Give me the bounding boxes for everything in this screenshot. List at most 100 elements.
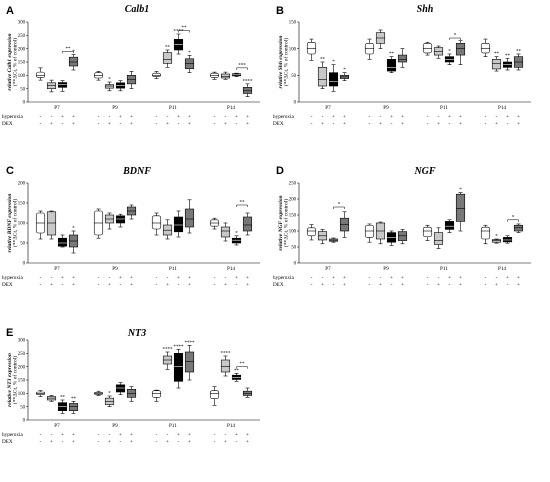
- box-iqr: [422, 43, 433, 54]
- bracket-line: [449, 37, 461, 40]
- condition-sign: +: [108, 439, 111, 445]
- condition-sign: -: [427, 121, 429, 127]
- x-tick-label: P14: [227, 423, 235, 429]
- condition-sign: -: [156, 282, 158, 288]
- box-p11-2: ****: [163, 348, 173, 370]
- condition-sign: +: [224, 121, 227, 127]
- panel-b: B Shh 0 50 100 150 relative Shh expression(**Δ…: [273, 4, 531, 127]
- condition-sign: +: [108, 282, 111, 288]
- condition-sign: -: [311, 282, 313, 288]
- condition-sign: -: [120, 439, 122, 445]
- comparison-bracket: **: [178, 26, 190, 33]
- significance-label: ****: [174, 345, 185, 350]
- y-tick-label: 100: [289, 47, 297, 52]
- condition-sign: -: [98, 121, 100, 127]
- condition-sign: +: [379, 121, 382, 127]
- box-p9-3: [115, 80, 126, 92]
- condition-sign: +: [506, 114, 509, 120]
- condition-sign: +: [130, 121, 133, 127]
- condition-sign: -: [120, 282, 122, 288]
- condition-row-label: hyperoxia: [273, 275, 294, 281]
- condition-sign: -: [427, 275, 429, 281]
- comparison-bracket: *: [507, 215, 519, 222]
- y-tick-label: 150: [289, 214, 297, 219]
- box-p11-3: [173, 210, 184, 238]
- y-tick-label: 0: [294, 262, 297, 267]
- condition-sign: -: [167, 114, 169, 120]
- condition-sign: -: [51, 114, 53, 120]
- box-iqr: [397, 231, 408, 241]
- comparison-bracket: **: [236, 362, 248, 369]
- condition-sign: +: [188, 275, 191, 281]
- y-tick-label: 200: [18, 182, 26, 187]
- condition-sign: +: [246, 432, 249, 438]
- significance-label: **: [60, 396, 66, 401]
- condition-sign: -: [40, 439, 42, 445]
- condition-sign: -: [214, 439, 216, 445]
- condition-sign: +: [119, 114, 122, 120]
- x-tick-label: P7: [54, 266, 60, 272]
- box-p7-3: [57, 80, 68, 92]
- comparison-bracket: ***: [236, 63, 248, 70]
- box-iqr: [502, 237, 513, 243]
- box-p11-1: [151, 212, 162, 236]
- condition-sign: +: [235, 275, 238, 281]
- condition-sign: +: [224, 282, 227, 288]
- box-p7-1: [35, 390, 46, 397]
- box-p14-2: *: [491, 235, 502, 244]
- y-tick-label: 50: [291, 246, 296, 251]
- condition-sign: -: [156, 114, 158, 120]
- condition-sign: -: [369, 114, 371, 120]
- box-iqr: [513, 224, 524, 232]
- y-tick-label: 100: [18, 392, 26, 397]
- condition-sign: +: [390, 275, 393, 281]
- box-p7-1: [306, 38, 317, 61]
- condition-sign: +: [246, 275, 249, 281]
- x-tick-label: P9: [112, 423, 118, 429]
- significance-label: *: [332, 60, 335, 65]
- panel-letter: B: [276, 5, 284, 17]
- box-p14-2: **: [491, 52, 502, 72]
- box-p9-3: [386, 230, 397, 246]
- box-p9-1: [364, 38, 375, 60]
- condition-sign: +: [343, 121, 346, 127]
- significance-label: *: [188, 51, 191, 56]
- box-p11-2: [162, 219, 173, 240]
- condition-sign: +: [332, 114, 335, 120]
- box-iqr: [397, 54, 408, 63]
- chart-title: Calb1: [125, 4, 149, 15]
- x-tick-label: P14: [498, 266, 506, 272]
- box-p7-4: *: [68, 227, 79, 254]
- box-p9-1: [93, 71, 104, 81]
- box-iqr: [151, 215, 162, 230]
- x-tick-label: P11: [440, 266, 448, 272]
- box-p9-2: [375, 221, 386, 245]
- y-tick-label: 0: [23, 262, 26, 267]
- box-p14-4: ****: [243, 79, 253, 97]
- box-p9-2: *: [104, 78, 115, 92]
- condition-sign: -: [109, 275, 111, 281]
- condition-sign: +: [332, 275, 335, 281]
- box-iqr: [364, 224, 375, 238]
- y-tick-label: 100: [289, 230, 297, 235]
- box-p11-4: *: [184, 51, 195, 73]
- y-tick-label: 50: [20, 87, 25, 92]
- condition-sign: +: [517, 275, 520, 281]
- condition-sign: -: [485, 275, 487, 281]
- y-tick-label: 0: [23, 419, 26, 424]
- condition-sign: +: [188, 439, 191, 445]
- box-p11-1: [422, 41, 433, 56]
- box-iqr: [115, 384, 126, 393]
- box-p9-1: [364, 223, 375, 243]
- significance-label: *: [235, 231, 238, 236]
- condition-sign: -: [98, 439, 100, 445]
- box-p14-1: [480, 224, 491, 245]
- condition-sign: +: [72, 114, 75, 120]
- y-axis-label: relative Calb1 expression(**ΔCt, % of co…: [7, 33, 19, 90]
- condition-sign: +: [61, 275, 64, 281]
- condition-sign: +: [401, 121, 404, 127]
- panel-e: E NT3 0 50 100 150 200 250 300 relative NT3 expre…: [2, 327, 260, 445]
- condition-sign: +: [72, 282, 75, 288]
- condition-sign: -: [236, 282, 238, 288]
- box-iqr: [57, 237, 68, 247]
